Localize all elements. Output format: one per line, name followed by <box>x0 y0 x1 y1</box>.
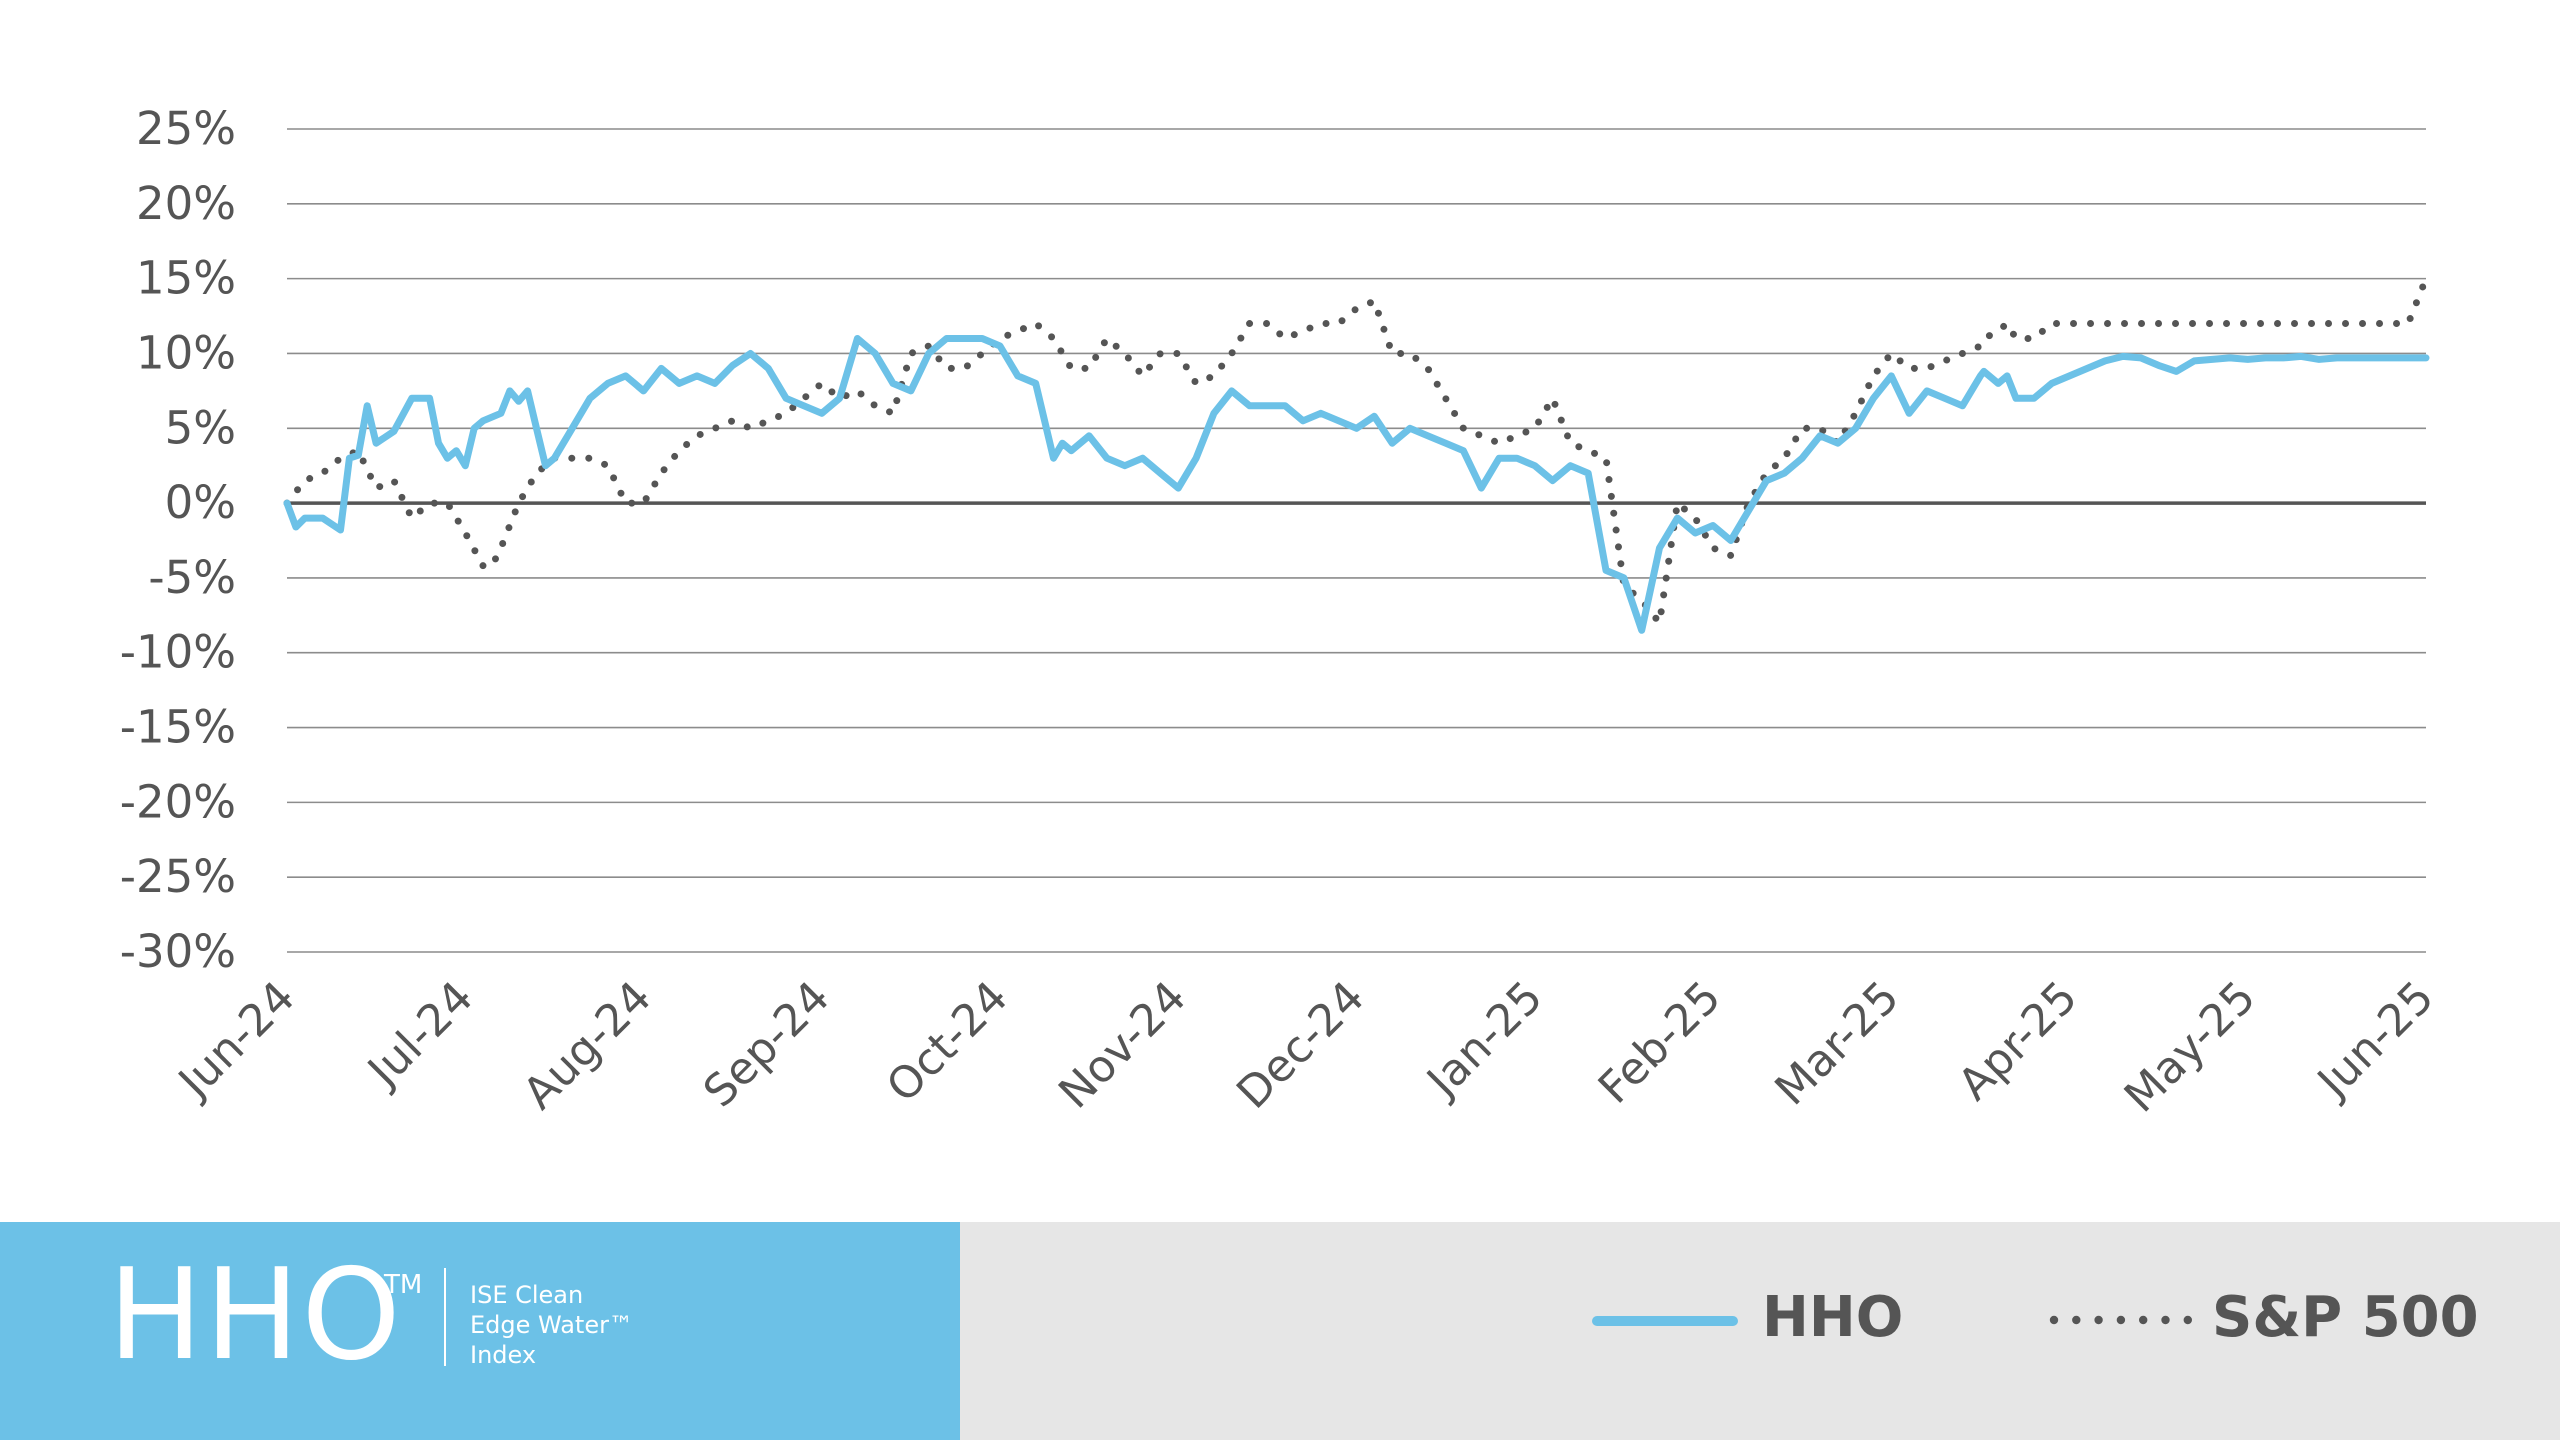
y-tick-label: -30% <box>120 925 236 978</box>
brand-index-line: ISE Clean <box>470 1281 584 1309</box>
x-tick-label: Feb-25 <box>1589 972 1731 1114</box>
x-tick-label: Dec-24 <box>1227 972 1374 1119</box>
legend-dot <box>2161 1315 2170 1325</box>
legend-panel <box>960 1222 2560 1440</box>
brand-index-line: Edge Water™ <box>470 1311 633 1339</box>
legend-sp500-swatch <box>2049 1315 2192 1325</box>
y-tick-label: -10% <box>120 626 236 679</box>
brand-index-name: ISE Clean Edge Water™ Index <box>470 1280 670 1370</box>
brand-trademark: TM <box>384 1270 423 1300</box>
y-tick-label: 10% <box>136 326 236 379</box>
x-tick-label: Mar-25 <box>1765 972 1909 1116</box>
brand-index-line: Index <box>470 1341 537 1369</box>
series-sp500-line <box>283 275 2430 627</box>
legend-sp500-label: S&P 500 <box>2212 1285 2479 1350</box>
x-tick-label: Sep-24 <box>694 972 840 1118</box>
y-tick-label: 25% <box>136 102 236 155</box>
x-tick-label: Apr-25 <box>1949 972 2088 1111</box>
x-axis-ticks: Jun-24 Jul-24 Aug-24 Sep-24 Oct-24 Nov-24 Dec-… <box>167 972 2444 1123</box>
legend-dot <box>2183 1315 2192 1325</box>
x-tick-label: Nov-24 <box>1049 972 1196 1119</box>
brand-panel <box>0 1222 960 1440</box>
y-axis-ticks: 25% 20% 15% 10% 5% 0% -5% -10% -15% -20% -25% -30% <box>120 102 236 978</box>
grid-lines <box>287 128 2426 953</box>
x-tick-label: Jun-25 <box>2306 972 2444 1110</box>
series-hho-line <box>283 335 2430 634</box>
x-tick-label: Aug-24 <box>514 972 662 1120</box>
legend-hho-label: HHO <box>1762 1285 1904 1350</box>
legend-dot <box>2139 1315 2148 1325</box>
y-tick-label: 5% <box>165 401 236 454</box>
legend-dot <box>2094 1315 2103 1325</box>
y-tick-label: 15% <box>136 252 236 305</box>
legend-dot <box>2072 1315 2081 1325</box>
x-tick-label: May-25 <box>2115 972 2266 1123</box>
legend-hho-swatch <box>1592 1316 1738 1326</box>
x-tick-label: Jun-24 <box>167 972 305 1110</box>
legend-dot <box>2116 1315 2126 1325</box>
x-tick-label: Oct-24 <box>877 972 1018 1113</box>
y-tick-label: 20% <box>136 177 236 230</box>
y-tick-label: -5% <box>148 551 236 604</box>
brand-divider <box>444 1268 446 1366</box>
y-tick-label: -20% <box>120 775 236 828</box>
series-lines <box>283 275 2430 634</box>
x-tick-label: Jul-24 <box>356 972 483 1099</box>
legend-dot <box>2049 1315 2059 1325</box>
y-tick-label: -15% <box>120 701 236 754</box>
brand-ticker: HHO <box>108 1241 403 1388</box>
x-tick-label: Jan-25 <box>1416 972 1553 1109</box>
line-chart: 25%20%15%10%5%0%-5%-10%-15%-20%-25%-30% … <box>120 102 2444 1123</box>
y-tick-label: 0% <box>165 476 236 529</box>
y-tick-label: -25% <box>120 850 236 903</box>
